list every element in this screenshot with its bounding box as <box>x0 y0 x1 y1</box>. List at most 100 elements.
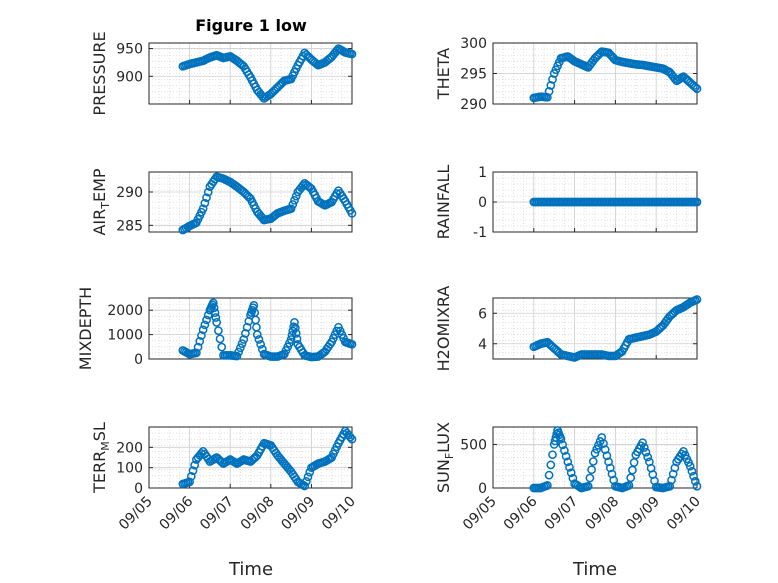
y-axis-label: SUNFLUX <box>434 422 456 493</box>
data-point <box>543 481 552 490</box>
data-point-interp <box>587 465 596 475</box>
data-point-interp <box>193 342 203 352</box>
data-point-interp <box>210 308 220 317</box>
data-point-interp <box>288 200 298 209</box>
y-axis-label: MIXDEPTH <box>76 287 95 370</box>
data-point <box>543 92 552 102</box>
data-point-interp <box>203 187 213 197</box>
x-axis-label-left: Time <box>228 559 273 580</box>
data-point-interp <box>629 458 639 467</box>
data-point <box>347 340 357 349</box>
data-point-interp <box>566 468 576 478</box>
data-point-interp <box>560 446 569 455</box>
data-point-interp <box>217 342 227 352</box>
data-point <box>198 204 208 214</box>
y-tick-label: 0 <box>134 352 143 368</box>
y-tick-label: -1 <box>473 225 487 241</box>
y-axis-label: THETA <box>434 48 453 100</box>
y-tick-label: 6 <box>478 306 487 322</box>
y-axis-label: RAINFALL <box>434 165 453 240</box>
data-point <box>208 298 218 308</box>
y-tick-label: 1000 <box>107 328 143 344</box>
data-point-interp <box>592 444 602 454</box>
y-tick-label: 0 <box>134 481 143 497</box>
data-point-interp <box>290 195 299 205</box>
data-point <box>685 461 695 471</box>
data-point-interp <box>558 440 568 450</box>
data-point <box>556 434 566 444</box>
y-axis-label: H2OMIXRA <box>434 286 453 372</box>
data-point-interp <box>200 198 210 208</box>
y-tick-label: 285 <box>116 218 143 234</box>
data-point-interp <box>215 334 225 344</box>
y-tick-label: 0 <box>478 195 487 211</box>
data-point-interp <box>643 452 653 462</box>
data-point <box>252 330 262 339</box>
data-point-interp <box>292 334 302 344</box>
data-point-interp <box>211 313 221 322</box>
subplot-theta: 290 295 300 THETA <box>434 36 702 113</box>
data-point <box>232 351 242 361</box>
subplot-h2omixra: 4 6 H2OMIXRA <box>434 286 702 372</box>
data-point <box>692 481 702 491</box>
data-point <box>638 438 647 448</box>
y-tick-label: 295 <box>460 67 487 83</box>
data-point-interp <box>195 336 205 346</box>
y-tick-label: 290 <box>460 97 487 113</box>
data-point <box>290 318 299 327</box>
data-point-interp <box>236 343 245 353</box>
data-point <box>692 197 702 207</box>
data-point-interp <box>565 462 574 472</box>
y-axis-label: TERRMSL <box>90 422 112 494</box>
data-point <box>192 348 201 358</box>
figure-title: Figure 1 low <box>195 16 307 35</box>
data-point-interp <box>568 473 578 483</box>
data-point-interp <box>188 466 198 476</box>
data-point-interp <box>588 457 598 466</box>
data-point-interp <box>303 472 313 482</box>
data-point-interp <box>345 432 355 442</box>
data-point-interp <box>690 476 700 486</box>
data-point-interp <box>202 315 211 325</box>
data-point <box>347 434 357 444</box>
data-point-interp <box>585 473 595 483</box>
data-point-interp <box>690 82 700 92</box>
data-point-interp <box>546 81 556 90</box>
y-tick-label: 100 <box>116 461 143 477</box>
data-point <box>624 481 634 490</box>
y-tick-label: 950 <box>116 42 143 58</box>
axes-box <box>492 426 698 489</box>
data-point <box>692 84 702 94</box>
data-point-interp <box>214 326 223 335</box>
data-point <box>563 457 573 467</box>
subplot-mixdepth: 0 1000 2000 MIXDEPTH <box>76 287 357 370</box>
data-point-interp <box>202 193 211 203</box>
data-point <box>212 318 222 327</box>
y-tick-label: 1 <box>478 165 487 181</box>
data-point-interp <box>544 86 554 96</box>
data-point <box>590 448 600 458</box>
axes-box <box>148 426 353 489</box>
y-tick-label: 200 <box>116 440 143 456</box>
y-tick-label: 300 <box>460 36 487 52</box>
data-point-interp <box>186 471 196 481</box>
data-point-interp <box>290 323 300 333</box>
axes-box <box>492 297 698 360</box>
data-point-interp <box>687 466 697 476</box>
y-tick-label: 0 <box>478 481 487 497</box>
data-point-interp <box>209 303 219 313</box>
data-point-interp <box>190 460 200 470</box>
data-point-interp <box>641 447 651 457</box>
y-axis-label: AIRTEMP <box>90 168 112 235</box>
data-point <box>347 208 357 218</box>
data-point <box>185 477 194 487</box>
data-point-interp <box>689 471 698 481</box>
data-point <box>347 49 357 59</box>
data-point-interp <box>594 440 603 450</box>
subplot-pressure: 900 950 PRESSURE <box>90 31 357 116</box>
data-point-interp <box>254 335 264 344</box>
data-point-interp <box>200 320 210 330</box>
data-point-interp <box>197 331 206 340</box>
